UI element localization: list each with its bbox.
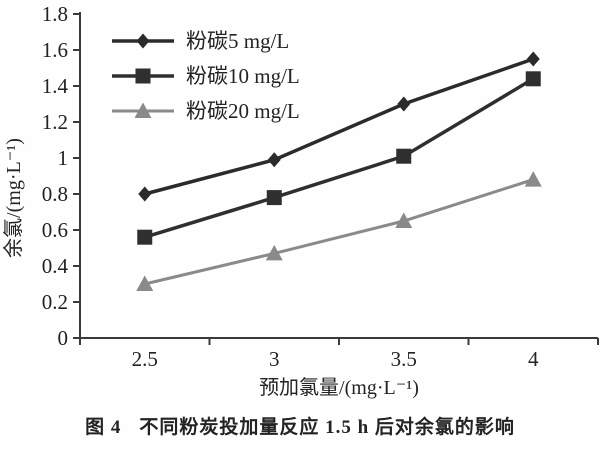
square-marker bbox=[525, 71, 541, 87]
y-tick-label: 1.2 bbox=[42, 110, 68, 134]
legend-item: 粉碳5 mg/L bbox=[112, 29, 289, 53]
x-tick-label: 2.5 bbox=[132, 347, 158, 371]
series-line bbox=[144, 77, 535, 239]
y-tick-label: 0.6 bbox=[42, 218, 68, 242]
caption-text: 不同粉炭投加量反应 1.5 h 后对余氯的影响 bbox=[139, 417, 515, 438]
series-粉碳10 mg/L bbox=[137, 71, 541, 245]
series-粉碳5 mg/L bbox=[138, 51, 540, 202]
square-marker bbox=[135, 68, 151, 84]
y-tick-label: 0 bbox=[58, 326, 69, 350]
diamond-marker bbox=[136, 33, 150, 49]
y-tick-label: 0.4 bbox=[42, 254, 69, 278]
line-chart: 0 0.2 0.4 0.6 0.8 1 1.2 1.4 1.6 1.8 2.5 3 3.5 4 预加氯量/(… bbox=[2, 2, 599, 399]
y-tick-label: 1.6 bbox=[42, 38, 68, 62]
triangle-marker bbox=[395, 212, 413, 228]
triangle-marker bbox=[265, 244, 283, 261]
y-tick-label: 0.8 bbox=[42, 182, 68, 206]
y-tick-label: 1 bbox=[58, 146, 69, 170]
x-tick-label: 3.5 bbox=[391, 347, 417, 371]
triangle-marker bbox=[136, 275, 154, 291]
legend: 粉碳5 mg/L 粉碳10 mg/L 粉碳20 mg/L bbox=[112, 29, 300, 123]
figure-caption: 图 4 不同粉炭投加量反应 1.5 h 后对余氯的影响 bbox=[0, 412, 600, 439]
x-axis-title: 预加氯量/(mg·L⁻¹) bbox=[259, 376, 419, 399]
y-tick-label: 1.4 bbox=[42, 74, 69, 98]
triangle-marker bbox=[524, 171, 542, 187]
x-tick-label: 3 bbox=[269, 347, 280, 371]
series-line bbox=[144, 57, 534, 196]
triangle-marker bbox=[134, 102, 152, 118]
y-tick-label: 0.2 bbox=[42, 290, 68, 314]
diamond-marker bbox=[397, 96, 411, 112]
x-tick-label: 4 bbox=[528, 347, 539, 371]
diamond-marker bbox=[267, 152, 281, 168]
y-axis-title: 余氯/(mg·L⁻¹) bbox=[2, 138, 25, 258]
y-tick-label: 1.8 bbox=[42, 2, 68, 26]
legend-item: 粉碳10 mg/L bbox=[112, 64, 300, 88]
series-line bbox=[144, 178, 534, 286]
legend-item: 粉碳20 mg/L bbox=[112, 99, 300, 123]
diamond-marker bbox=[138, 186, 152, 202]
square-marker bbox=[396, 148, 412, 164]
series-粉碳20 mg/L bbox=[136, 171, 542, 291]
square-marker bbox=[137, 229, 153, 245]
legend-label: 粉碳20 mg/L bbox=[186, 99, 300, 123]
diamond-marker bbox=[526, 51, 540, 67]
square-marker bbox=[266, 190, 282, 206]
legend-label: 粉碳5 mg/L bbox=[186, 29, 289, 53]
legend-label: 粉碳10 mg/L bbox=[186, 64, 300, 88]
figure-number: 图 4 bbox=[85, 417, 122, 438]
